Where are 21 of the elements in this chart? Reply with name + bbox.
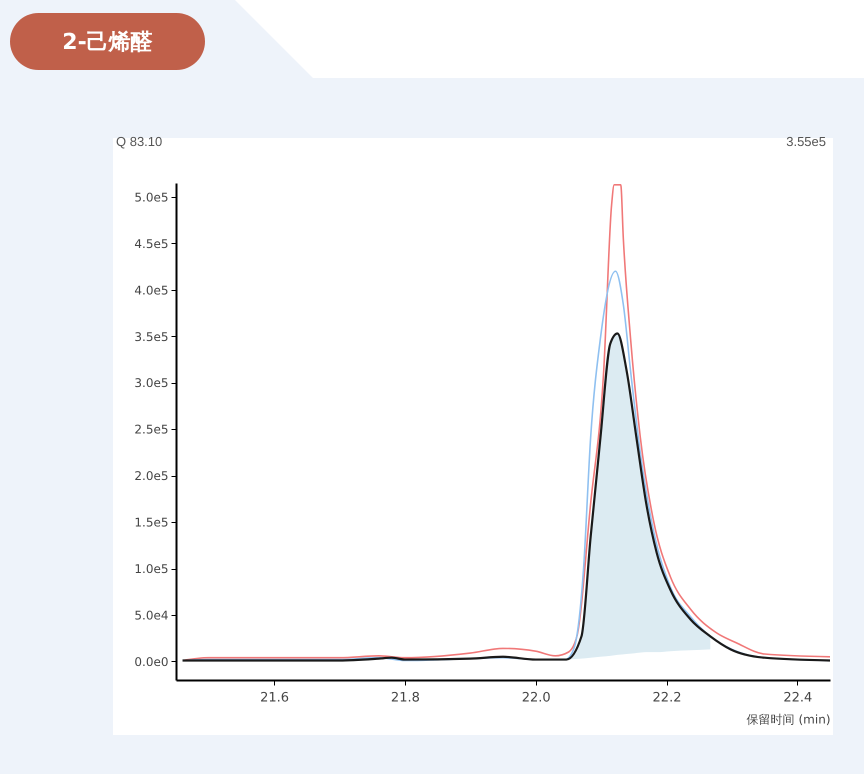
x-tick-label: 22.0: [522, 690, 551, 706]
y-tick-label: 5.0e5: [134, 190, 168, 204]
x-tick-label: 22.2: [652, 690, 682, 706]
y-tick-label: 1.5e5: [134, 516, 168, 530]
y-tick-label: 3.0e5: [134, 376, 168, 390]
y-tick-label: 4.5e5: [134, 236, 168, 251]
y-tick-label: 2.0e5: [134, 469, 168, 484]
y-tick-label: 1.0e5: [134, 562, 168, 576]
chart-title: 2-己烯醛: [10, 13, 205, 70]
y-tick-label: 4.0e5: [134, 283, 168, 298]
x-tick-label: 21.6: [260, 690, 290, 706]
x-axis-title: 保留时间 (min): [746, 712, 830, 726]
y-tick-label: 2.5e5: [134, 422, 168, 437]
y-tick-label: 5.0e4: [134, 608, 168, 622]
y-tick-label: 3.5e5: [134, 330, 168, 344]
y-tick-label: 0.0e0: [134, 654, 168, 669]
x-tick-label: 22.4: [783, 690, 812, 706]
x-tick-label: 21.8: [390, 690, 420, 706]
line-series: [181, 332, 830, 662]
text: 3.55e5: [786, 134, 826, 149]
text: Q 83.10: [116, 134, 162, 149]
